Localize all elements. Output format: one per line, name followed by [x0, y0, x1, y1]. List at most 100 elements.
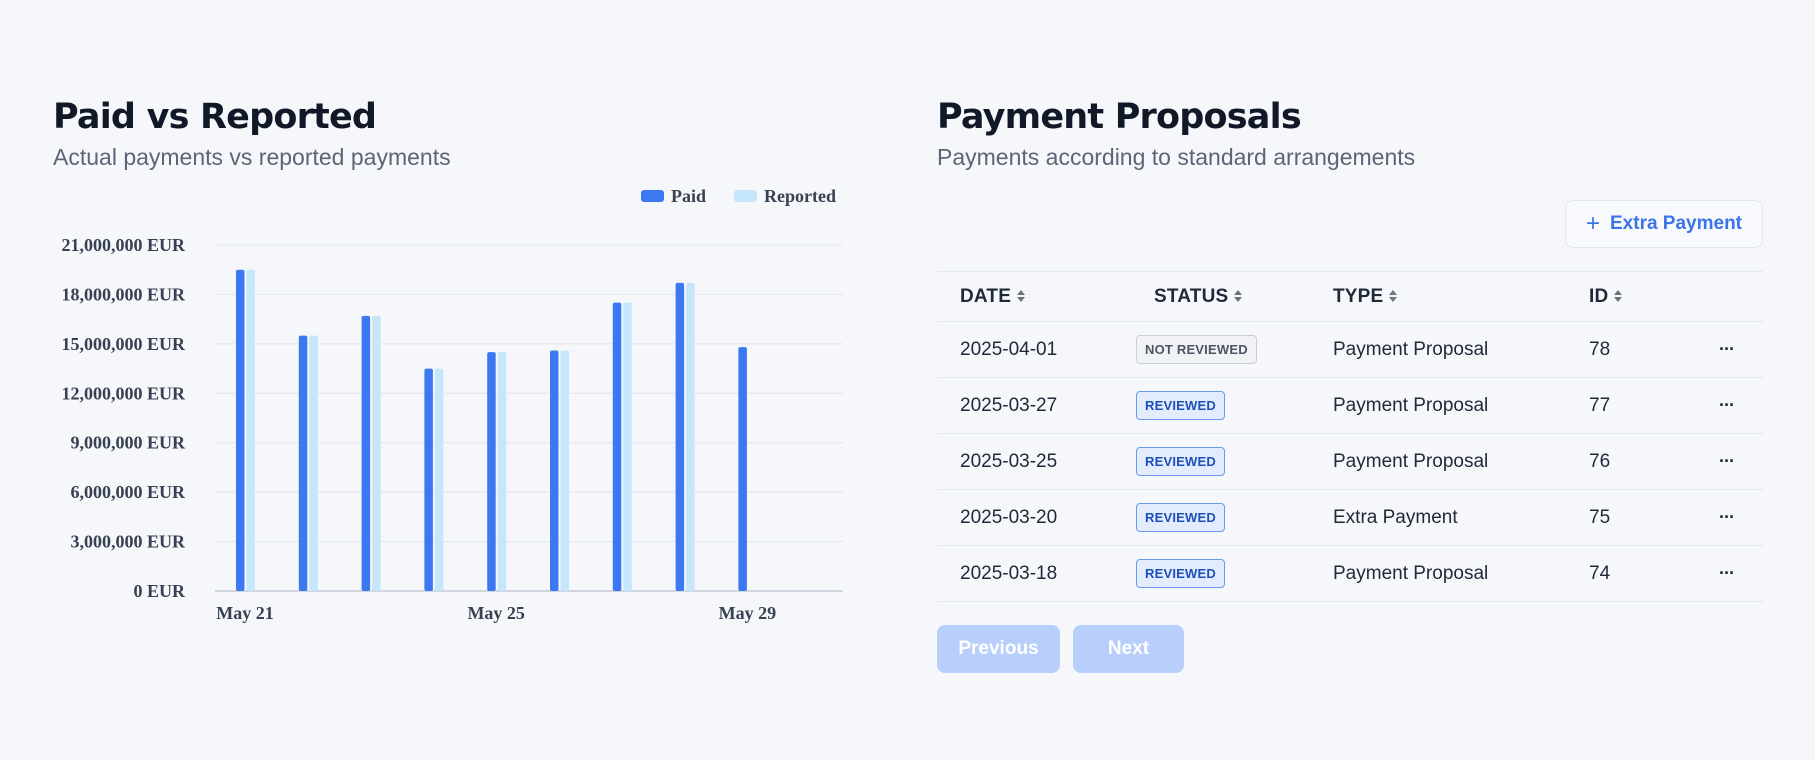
status-badge: REVIEWED — [1136, 559, 1225, 588]
extra-payment-label: Extra Payment — [1610, 213, 1743, 234]
cell-type: Payment Proposal — [1333, 562, 1489, 584]
bar-reported — [372, 315, 381, 591]
bar-paid — [550, 350, 559, 591]
chart-title: Paid vs Reported — [53, 97, 377, 137]
status-badge: NOT REVIEWED — [1136, 335, 1257, 364]
y-tick-label: 3,000,000 EUR — [70, 532, 186, 552]
cell-status: REVIEWED — [1136, 490, 1333, 546]
bar-reported — [497, 352, 507, 591]
column-label: DATE — [960, 285, 1012, 307]
cell-date: 2025-03-20 — [960, 506, 1058, 528]
legend-label-reported: Reported — [764, 188, 836, 206]
cell-status: REVIEWED — [1136, 434, 1333, 490]
plus-icon: + — [1585, 210, 1600, 237]
cell-status: REVIEWED — [1136, 378, 1333, 434]
more-options-icon[interactable]: ··· — [1719, 506, 1735, 527]
proposals-table: DATE STATUS TYPE ID 2025-04-01 NOT REVIE… — [937, 271, 1763, 602]
cell-actions: ··· — [1719, 546, 1763, 602]
legend-swatch-paid — [641, 190, 664, 202]
column-header-date[interactable]: DATE — [937, 272, 1136, 322]
x-tick-label: May 25 — [467, 603, 525, 623]
proposals-title: Payment Proposals — [937, 97, 1302, 137]
legend-label-paid: Paid — [671, 188, 706, 206]
legend-swatch-reported — [734, 190, 757, 202]
y-tick-label: 9,000,000 EUR — [70, 433, 186, 453]
bar-paid — [298, 335, 308, 591]
sort-icon — [1614, 290, 1623, 303]
bar-reported — [434, 368, 444, 591]
bar-paid — [361, 315, 371, 591]
sort-icon — [1234, 290, 1243, 303]
cell-id: 76 — [1589, 450, 1611, 472]
bar-paid — [424, 368, 433, 591]
cell-actions: ··· — [1719, 322, 1763, 378]
bar-paid — [612, 302, 622, 591]
sort-icon — [1389, 290, 1398, 303]
cell-type: Payment Proposal — [1333, 450, 1489, 472]
pagination: Previous Next — [937, 625, 1184, 673]
bar-paid — [236, 269, 245, 591]
table-row[interactable]: 2025-03-18 REVIEWED Payment Proposal 74 … — [937, 546, 1763, 602]
cell-date: 2025-03-27 — [960, 394, 1058, 416]
more-options-icon[interactable]: ··· — [1719, 562, 1735, 583]
paid-vs-reported-chart: 0 EUR 3,000,000 EUR 6,000,000 EUR 9,000,000… — [61, 188, 843, 623]
cell-status: NOT REVIEWED — [1136, 322, 1333, 378]
column-header-actions — [1719, 272, 1763, 322]
cell-type: Payment Proposal — [1333, 394, 1489, 416]
column-header-type[interactable]: TYPE — [1333, 272, 1589, 322]
bar-reported — [623, 302, 632, 591]
status-badge: REVIEWED — [1136, 391, 1225, 420]
y-tick-label: 6,000,000 EUR — [70, 482, 186, 502]
payment-proposals-panel: Payment Proposals Payments according to … — [937, 96, 1763, 673]
cell-actions: ··· — [1719, 490, 1763, 546]
cell-id: 75 — [1589, 506, 1611, 528]
y-tick-label: 21,000,000 EUR — [61, 235, 186, 255]
cell-type: Payment Proposal — [1333, 338, 1489, 360]
table-header-row: DATE STATUS TYPE ID — [937, 271, 1763, 322]
previous-button[interactable]: Previous — [937, 625, 1060, 673]
cell-status: REVIEWED — [1136, 546, 1333, 602]
y-tick-label: 0 EUR — [133, 581, 186, 601]
table-row[interactable]: 2025-03-27 REVIEWED Payment Proposal 77 … — [937, 378, 1763, 434]
more-options-icon[interactable]: ··· — [1719, 450, 1735, 471]
bar-reported — [686, 282, 695, 591]
cell-id: 78 — [1589, 338, 1611, 360]
cell-type: Extra Payment — [1333, 506, 1458, 528]
next-button[interactable]: Next — [1073, 625, 1184, 673]
bar-paid — [675, 282, 685, 591]
table-row[interactable]: 2025-03-20 REVIEWED Extra Payment 75 ··· — [937, 490, 1763, 546]
y-tick-label: 15,000,000 EUR — [61, 334, 186, 354]
proposals-subtitle: Payments according to standard arrangeme… — [937, 144, 1416, 170]
bar-reported — [309, 335, 318, 591]
table-row[interactable]: 2025-04-01 NOT REVIEWED Payment Proposal… — [937, 322, 1763, 378]
cell-id: 74 — [1589, 562, 1611, 584]
bar-reported — [246, 269, 255, 591]
y-tick-label: 18,000,000 EUR — [61, 284, 186, 304]
column-label: ID — [1589, 285, 1609, 307]
status-badge: REVIEWED — [1136, 503, 1225, 532]
cell-date: 2025-03-25 — [960, 450, 1058, 472]
x-tick-label: May 29 — [719, 603, 777, 623]
bar-paid — [487, 352, 496, 591]
cell-actions: ··· — [1719, 434, 1763, 490]
cell-id: 77 — [1589, 394, 1611, 416]
bar-reported — [560, 350, 569, 591]
chart-subtitle: Actual payments vs reported payments — [53, 144, 451, 170]
cell-date: 2025-03-18 — [960, 562, 1058, 584]
bar-paid — [738, 347, 747, 591]
table-row[interactable]: 2025-03-25 REVIEWED Payment Proposal 76 … — [937, 434, 1763, 490]
more-options-icon[interactable]: ··· — [1719, 394, 1735, 415]
cell-date: 2025-04-01 — [960, 338, 1058, 360]
more-options-icon[interactable]: ··· — [1719, 338, 1735, 359]
column-label: STATUS — [1154, 285, 1229, 307]
sort-icon — [1017, 290, 1026, 303]
status-badge: REVIEWED — [1136, 447, 1225, 476]
column-header-id[interactable]: ID — [1589, 272, 1719, 322]
column-label: TYPE — [1333, 285, 1384, 307]
column-header-status[interactable]: STATUS — [1136, 272, 1333, 322]
y-tick-label: 12,000,000 EUR — [61, 383, 186, 403]
paid-vs-reported-panel: Paid vs Reported Actual payments vs repo… — [53, 96, 843, 623]
cell-actions: ··· — [1719, 378, 1763, 434]
x-tick-label: May 21 — [216, 603, 274, 623]
extra-payment-button[interactable]: + Extra Payment — [1565, 200, 1763, 248]
